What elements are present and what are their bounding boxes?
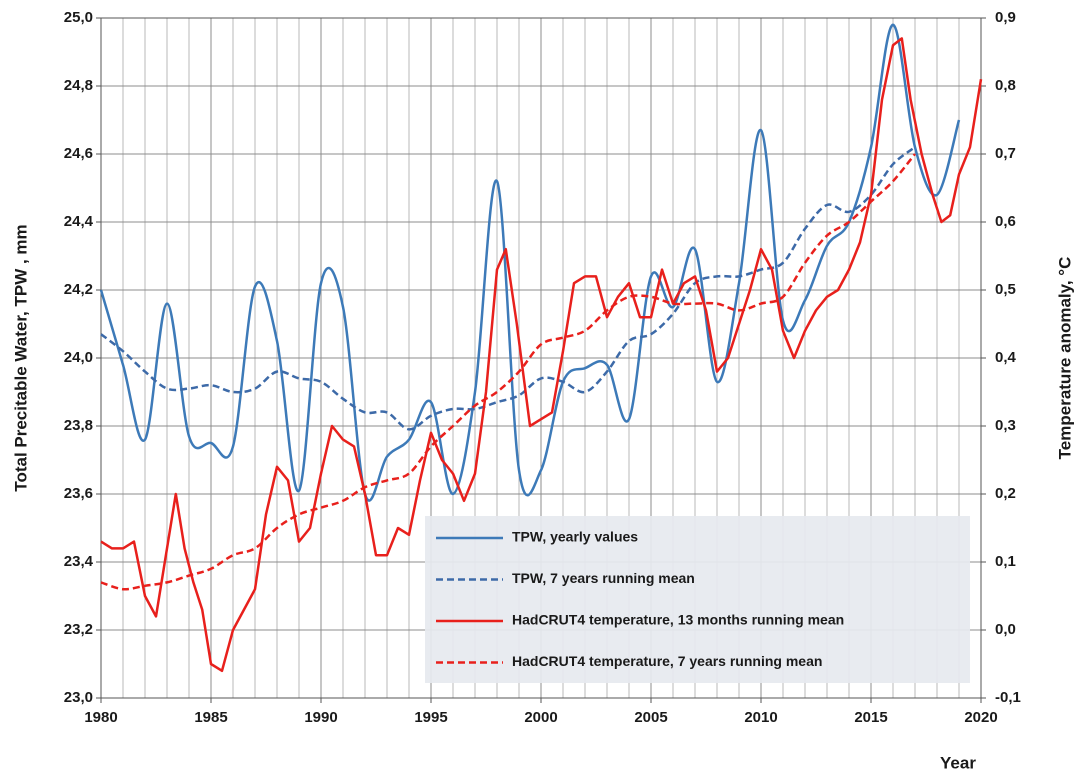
y-tick-label: 23,0 bbox=[64, 689, 93, 706]
y2-tick-label: 0,8 bbox=[995, 77, 1016, 94]
y2-tick-label: 0,3 bbox=[995, 417, 1016, 434]
x-tick-label: 1985 bbox=[194, 709, 227, 726]
legend-label: TPW, yearly values bbox=[512, 529, 638, 545]
legend-box bbox=[425, 516, 970, 683]
y-tick-label: 23,4 bbox=[64, 553, 94, 570]
y-tick-label: 24,6 bbox=[64, 145, 93, 162]
series-line bbox=[100, 37, 983, 673]
y-tick-label: 24,4 bbox=[64, 213, 94, 230]
x-tick-label: 1995 bbox=[414, 709, 447, 726]
series-line bbox=[100, 153, 916, 591]
x-tick-label: 2020 bbox=[964, 709, 997, 726]
y2-tick-label: 0,4 bbox=[995, 349, 1017, 366]
x-tick-label: 2000 bbox=[524, 709, 557, 726]
legend-label: HadCRUT4 temperature, 13 months running … bbox=[512, 612, 844, 628]
y2-tick-label: 0,5 bbox=[995, 281, 1016, 298]
series-line bbox=[100, 146, 916, 431]
y2-tick-label: 0,6 bbox=[995, 213, 1016, 230]
y2-tick-label: 0,0 bbox=[995, 621, 1016, 638]
x-tick-label: 2015 bbox=[854, 709, 887, 726]
x-tick-label: 1980 bbox=[84, 709, 117, 726]
x-tick-label: 1990 bbox=[304, 709, 337, 726]
y-tick-label: 24,2 bbox=[64, 281, 93, 298]
legend-label: HadCRUT4 temperature, 7 years running me… bbox=[512, 653, 822, 669]
y2-tick-label: -0,1 bbox=[995, 689, 1021, 706]
x-tick-label: 2010 bbox=[744, 709, 777, 726]
y-axis-title: Total Precitable Water, TPW , mm bbox=[11, 224, 30, 491]
x-axis-title: Year bbox=[940, 753, 976, 772]
y-tick-label: 23,6 bbox=[64, 485, 93, 502]
y-tick-label: 23,2 bbox=[64, 621, 93, 638]
y-tick-label: 24,0 bbox=[64, 349, 93, 366]
plot-frame bbox=[100, 17, 982, 699]
y-tick-label: 23,8 bbox=[64, 417, 93, 434]
y2-tick-label: 0,7 bbox=[995, 145, 1016, 162]
y2-tick-label: 0,2 bbox=[995, 485, 1016, 502]
x-tick-label: 2005 bbox=[634, 709, 667, 726]
y2-tick-label: 0,1 bbox=[995, 553, 1016, 570]
series-line bbox=[99, 23, 961, 502]
y2-axis-title: Temperature anomaly, °C bbox=[1055, 257, 1074, 460]
y-tick-label: 24,8 bbox=[64, 77, 93, 94]
y2-tick-label: 0,9 bbox=[995, 9, 1016, 26]
y-tick-label: 25,0 bbox=[64, 9, 93, 26]
legend-label: TPW, 7 years running mean bbox=[512, 570, 695, 586]
